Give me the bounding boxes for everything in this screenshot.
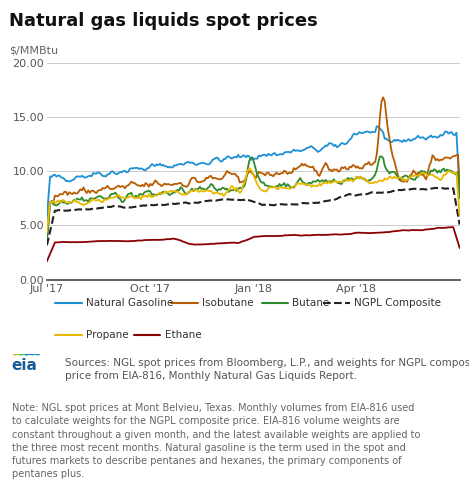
Text: NGPL Composite: NGPL Composite <box>355 298 441 308</box>
Natural Gasoline <box>439 133 445 139</box>
Line: Natural Gasoline: Natural Gasoline <box>47 126 460 218</box>
Propane <box>218 191 223 197</box>
Text: eia: eia <box>12 358 38 373</box>
Propane <box>439 175 445 181</box>
Text: Natural gas liquids spot prices: Natural gas liquids spot prices <box>9 12 318 30</box>
Isobutane <box>377 114 383 120</box>
NGPL Composite <box>93 206 99 212</box>
Text: Note: NGL spot prices at Mont Belvieu, Texas. Monthly volumes from EIA-816 used
: Note: NGL spot prices at Mont Belvieu, T… <box>12 403 420 479</box>
Ethane <box>457 245 462 251</box>
Propane <box>457 213 462 219</box>
Ethane <box>103 238 109 244</box>
Text: Isobutane: Isobutane <box>202 298 253 308</box>
Isobutane <box>380 94 386 100</box>
Propane <box>379 178 385 184</box>
Ethane <box>93 238 99 244</box>
Butane <box>379 154 385 160</box>
Propane <box>247 165 252 171</box>
Line: Butane: Butane <box>47 157 460 242</box>
Ethane <box>44 258 50 264</box>
Ethane <box>218 241 223 246</box>
Butane <box>93 195 99 201</box>
Isobutane <box>457 184 462 189</box>
Text: Propane: Propane <box>86 330 129 340</box>
NGPL Composite <box>44 242 50 248</box>
Isobutane <box>218 176 223 182</box>
Ethane <box>449 224 454 230</box>
Propane <box>44 229 50 235</box>
Isobutane <box>216 176 222 182</box>
Butane <box>103 196 109 201</box>
Line: Ethane: Ethane <box>47 227 460 261</box>
Isobutane <box>93 190 99 196</box>
NGPL Composite <box>103 204 109 210</box>
NGPL Composite <box>433 185 439 191</box>
Line: NGPL Composite: NGPL Composite <box>47 188 460 245</box>
NGPL Composite <box>457 222 462 228</box>
Line: Propane: Propane <box>47 168 460 232</box>
Natural Gasoline <box>457 188 462 194</box>
Isobutane <box>103 185 109 191</box>
Isobutane <box>44 236 50 241</box>
Butane <box>216 186 222 192</box>
Text: Butane: Butane <box>293 298 330 308</box>
NGPL Composite <box>377 190 383 196</box>
Ethane <box>216 241 222 246</box>
Natural Gasoline <box>218 159 223 164</box>
Ethane <box>377 230 383 236</box>
Isobutane <box>439 157 445 163</box>
Text: Ethane: Ethane <box>165 330 201 340</box>
Butane <box>439 167 445 173</box>
Ethane <box>438 225 443 231</box>
Text: $/MMBtu: $/MMBtu <box>9 46 59 56</box>
Natural Gasoline <box>379 127 385 133</box>
Propane <box>103 197 109 202</box>
Propane <box>216 191 222 197</box>
Natural Gasoline <box>103 174 109 179</box>
Natural Gasoline <box>216 157 222 162</box>
Natural Gasoline <box>93 171 99 176</box>
Text: Sources: NGL spot prices from Bloomberg, L.P., and weights for NGPL composite
pr: Sources: NGL spot prices from Bloomberg,… <box>65 358 469 381</box>
NGPL Composite <box>218 197 223 202</box>
Butane <box>377 154 383 160</box>
Natural Gasoline <box>374 123 379 129</box>
Butane <box>218 187 223 193</box>
NGPL Composite <box>216 197 222 203</box>
NGPL Composite <box>439 185 445 191</box>
Propane <box>93 198 99 203</box>
Natural Gasoline <box>44 215 50 221</box>
Line: Isobutane: Isobutane <box>47 97 460 239</box>
Butane <box>44 239 50 245</box>
Butane <box>457 195 462 201</box>
Text: Natural Gasoline: Natural Gasoline <box>86 298 174 308</box>
